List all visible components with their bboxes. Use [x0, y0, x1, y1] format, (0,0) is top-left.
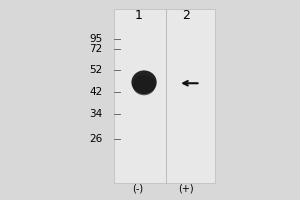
- Text: 2: 2: [182, 9, 190, 22]
- Text: 34: 34: [89, 109, 102, 119]
- Ellipse shape: [131, 70, 157, 94]
- Text: (+): (+): [178, 184, 194, 194]
- Text: 1: 1: [134, 9, 142, 22]
- Text: 26: 26: [89, 134, 102, 144]
- Text: 95: 95: [89, 34, 102, 44]
- FancyBboxPatch shape: [114, 9, 215, 183]
- Ellipse shape: [133, 75, 155, 95]
- Text: 52: 52: [89, 65, 102, 75]
- Text: 72: 72: [89, 44, 102, 54]
- Text: 42: 42: [89, 87, 102, 97]
- Text: (-): (-): [133, 184, 144, 194]
